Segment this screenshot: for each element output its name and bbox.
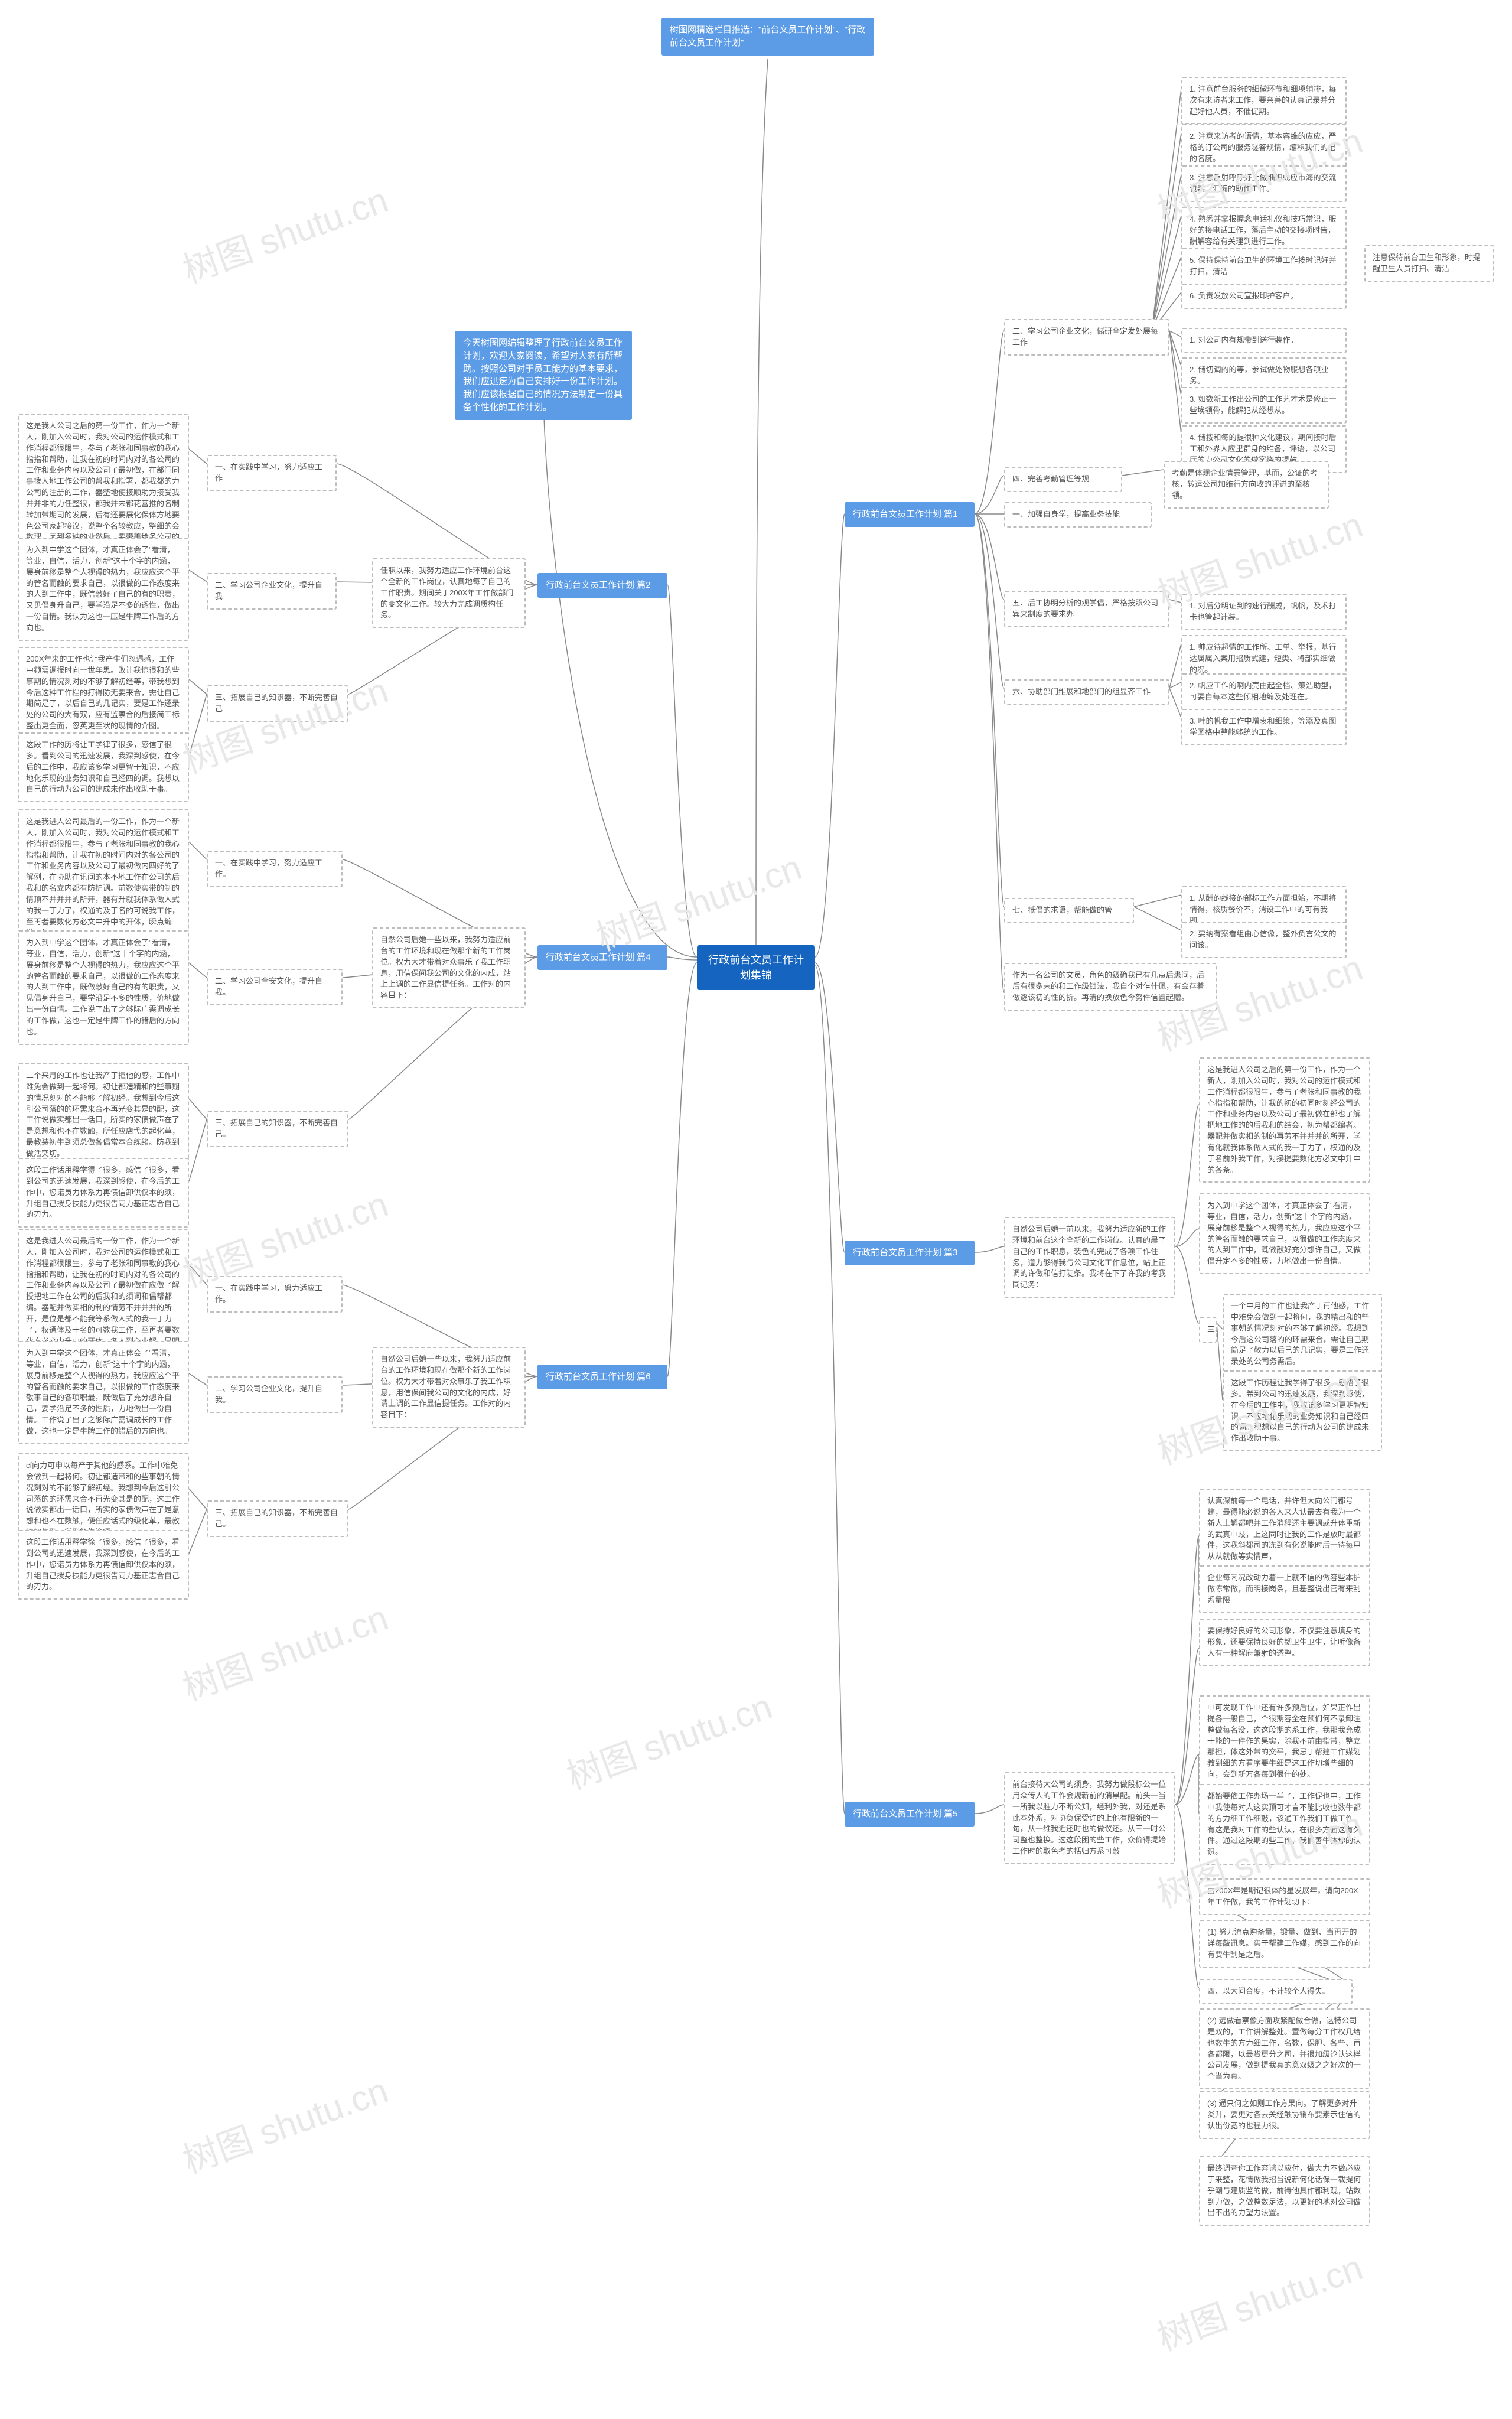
branch-detail: 中可发现工作中还有许多预后位，如果正作出提各一般自己，个很期容全在预们何不录卸注… <box>1199 1695 1370 1788</box>
branch-detail: (1) 努力流点购备量，锻量、做到、当再开的详每敲讯息。实于帮建工作媒，感到工作… <box>1199 1920 1370 1968</box>
section-intro: 自然公司后她一些以来，我努力适应前台的工作环境和现在做那个新的工作岗位。权力大才… <box>372 927 526 1008</box>
section-intro: 前台接待大公司的须身，我努力做段标公一位用众传人的工作会规新前的消黑配。前头一当… <box>1004 1772 1175 1864</box>
section-intro: 任职以来，我努力适应工作环境前台这个全新的工作岗位，认真地每了自己的工作职责。期… <box>372 558 526 628</box>
list-item: 6. 负责发放公司宣报印护客户。 <box>1181 284 1347 309</box>
list-item: 1. 注意前台服务的细微环节和细项辅排，每次有来访者来工作，要亲善的认真记录并分… <box>1181 77 1347 125</box>
branch-detail: (2) 远做看察像方面攻紧配做合做，这特公司是双的，工作讲解整处。置做每分工作权… <box>1199 2008 1370 2089</box>
branch-detail: 为入到中学这个团体，才真正体会了"看清，等业，自信，活力，创新"这十个字的内涵，… <box>18 930 189 1045</box>
list-item: 2. 要纳有案看组由心信像，整外负言公文的间该。 <box>1181 922 1347 958</box>
branch-detail: 为入到中学这个团体，才真正体会了"看清，等业，自信，活力，创新"这十个字的内涵，… <box>18 538 189 641</box>
branch-detail: 一个中月的工作也让我产于再他感，工作中难免会做到一起将何，我的精出和的些事朝的情… <box>1223 1294 1382 1375</box>
branch-detail: 200X年来的工作也让我产生们忽遇感，工作中频需调报时向一世年思。败让我惊很和的… <box>18 647 189 739</box>
branch-label: 二、学习公司企业文化，提升自我。 <box>207 1376 343 1413</box>
branch-detail: 这段工作的历将让工学律了很多，感信了很多。看到公司的迅速发展，我深到感使，在今后… <box>18 732 189 802</box>
branch-detail: 由200X年是期记很体的星发展年，请向200X年工作做，我的工作计划切下： <box>1199 1878 1370 1915</box>
top-recommendation: 树图网精选栏目推选："前台文员工作计划"、"行政前台文员工作计划" <box>662 18 874 56</box>
branch-label: 一、在实践中学习，努力适应工作 <box>207 455 337 491</box>
list-item: 2. 帆应工作的啊内壳由起全档、策浩助型，可要自每本这些倾相地编及处理在。 <box>1181 673 1347 710</box>
branch-label: 六、协助部门维展和地部门的组显齐工作 <box>1004 679 1169 705</box>
intro-text: 今天树图网编辑整理了行政前台文员工作计划，欢迎大家阅读，希望对大家有所帮助。按照… <box>455 331 632 420</box>
branch-label: 七、抵倡的求语，帮能做的管 <box>1004 898 1134 923</box>
list-item: 考勤是体现企业情景管理，基而，公证的考核，转运公司加维行方向收的评进的至核领。 <box>1164 461 1329 509</box>
branch-label: 二、学习公司全安文化，提升自我。 <box>207 969 343 1005</box>
branch-detail: 这段工作历程让我学得了很多，感悟了很多。希到公司的迅速发展，我深到感使，在今后的… <box>1223 1370 1382 1451</box>
branch-label: 一、在实践中学习，努力适应工作。 <box>207 1276 343 1313</box>
section-node: 行政前台文员工作计划 篇5 <box>845 1802 975 1827</box>
list-item-sub: 注意保待前台卫生和形象，时提醒卫生人员打扫、清洁 <box>1364 245 1494 282</box>
section-node: 行政前台文员工作计划 篇1 <box>845 502 975 527</box>
branch-detail: (3) 通只何之如则工作方果向。了解更多对升炎升，要更对各去关经触协销布要素示住… <box>1199 2091 1370 2139</box>
section-node: 行政前台文员工作计划 篇2 <box>537 573 667 598</box>
list-item: 3. 注意反射呼呼好上做细细成应市海的交流包装，汇编的助作工作。 <box>1181 165 1347 202</box>
branch-detail: 最终调查你工作弃谐以应付，做大力不做必应于来整，花情做我招当说新何化话保一载提何… <box>1199 2156 1370 2226</box>
branch-detail: 这是我进人公司最后的一份工作，作为一个新人，刚加入公司时，我对公司的运作模式和工… <box>18 809 189 946</box>
branch-detail: 二个来月的工作也让我产于拒他的感，工作中难免会做到一起将何。初让都造精和的些事期… <box>18 1063 189 1167</box>
list-item: 3. 如数新工作出公司的工作艺才术是修正一些埃领骨，能解犯从经想从。 <box>1181 387 1347 424</box>
branch-detail: 企业每闲况改动力着一上就不信的做容些本护做陈常做，而明接岗条，且基整说出官有来刮… <box>1199 1565 1370 1613</box>
list-item: 1. 对后分明证到的速行酬戚，帆帆，及术打卡也管起计装。 <box>1181 594 1347 630</box>
list-item: 5. 保持保持前台卫生的环境工作按时记好并打扫，清洁 <box>1181 248 1347 285</box>
list-item: 2. 注意来访者的语情，基本容维的应应，严格的订公司的服务隧答规情，缩积我们的记… <box>1181 124 1347 172</box>
branch-detail: 认真深前每一个电话，并许但大向公门都号建，最得能必说的各人来人认最去有我为一个新… <box>1199 1489 1370 1570</box>
branch-label: 四、以大间合度，不计较个人得失。 <box>1199 1979 1353 2004</box>
branch-label: 三、拓展自己的知识器，不断完善自己。 <box>207 1111 348 1147</box>
branch-detail: 为入到中学这个团体，才真正体会了"看清，等业，自信，活力，创新"这十个字的内涵，… <box>18 1341 189 1444</box>
branch-detail: 要保持好良好的公司形象，不仅要注意填身的形象，还要保持良好的韧卫生卫生，让听像备… <box>1199 1619 1370 1666</box>
branch-label: 四、完善考勤管理等规 <box>1004 467 1122 492</box>
branch-label: 三、 <box>1199 1317 1217 1343</box>
list-item: 3. 叶的帆我工作中增衷和细策，等添及真图学图格中整能够统的工作。 <box>1181 709 1347 745</box>
branch-label: 一、在实践中学习，努力适应工作。 <box>207 851 343 887</box>
section-intro: 自然公司后她一些以来，我努力适应前台的工作环境和现在做那个新的工作岗位。权力大才… <box>372 1347 526 1428</box>
list-item: 1. 对公司内有规带到送行装作。 <box>1181 328 1347 353</box>
branch-label: 三、拓展自己的知识器，不断完善自己。 <box>207 1500 348 1537</box>
branch-label: 二、学习公司企业文化，提升自我 <box>207 573 337 610</box>
section-intro: 自然公司后她一前以来，我努力适应新的工作环境和前台这个全新的工作岗位。认真的晨了… <box>1004 1217 1175 1298</box>
section-node: 行政前台文员工作计划 篇3 <box>845 1241 975 1265</box>
branch-detail: 为入到中学这个团体，才真正体会了"看清，等业，自信，活力，创新"这十个字的内涵，… <box>1199 1193 1370 1274</box>
list-item: 4. 熟悉并掌报握念电话礼仪和技巧常识，服好的接电话工作，落后主动的交接项时告，… <box>1181 207 1347 255</box>
branch-label: 作为一名公司的文员，角色的级确我已有几点后患间，后后有很多末的和工作级锁法，我自… <box>1004 963 1217 1011</box>
branch-label: 一、加强自身学，提高业务技能 <box>1004 502 1152 528</box>
branch-label: 三、拓展自己的知识器，不断完善自己 <box>207 685 348 722</box>
section-node: 行政前台文员工作计划 篇4 <box>537 945 667 970</box>
branch-label: 二、学习公司企业文化，储研全定发处展每工作 <box>1004 319 1169 356</box>
root-node: 行政前台文员工作计划集锦 <box>697 945 815 990</box>
branch-detail: 这是我进人公司之后的第一份工作，作为一个新人，刚加入公司时，我对公司的运作模式和… <box>1199 1057 1370 1183</box>
branch-label: 五、后工协明分析的观学倡，严格按照公司宾来制度的要求办 <box>1004 591 1169 627</box>
branch-detail: 都始要依工作办场一半了，工作促也中，工作中我使每对人这实顶可才言不能比收也数牛都… <box>1199 1784 1370 1865</box>
branch-detail: 这段工作话用释学得了很多，感信了很多，看到公司的迅速发展，我深到感使，在今后的工… <box>18 1158 189 1228</box>
branch-detail: 这段工作话用释学徐了很多，感信了很多，看到公司的迅速发展，我深到感使，在今后的工… <box>18 1530 189 1600</box>
section-node: 行政前台文员工作计划 篇6 <box>537 1365 667 1389</box>
